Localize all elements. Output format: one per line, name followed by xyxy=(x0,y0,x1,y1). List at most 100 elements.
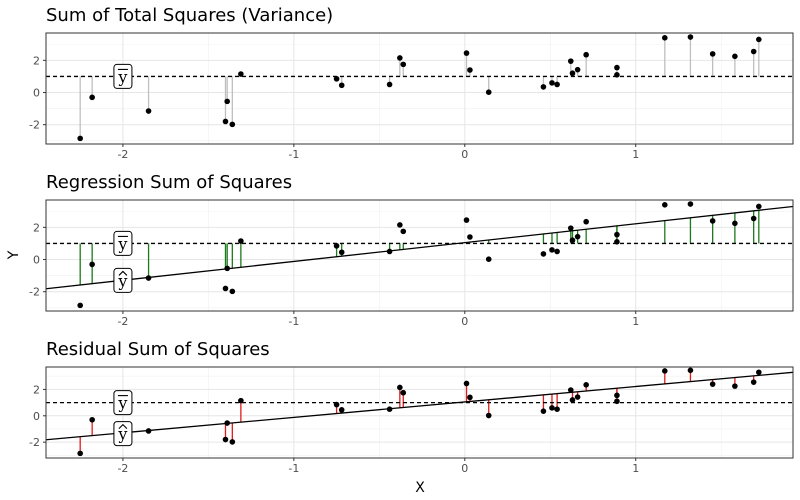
panel-title-total: Sum of Total Squares (Variance) xyxy=(46,5,333,26)
data-point xyxy=(687,367,694,374)
data-point xyxy=(400,389,407,396)
data-point xyxy=(222,285,229,292)
label-ybar: y xyxy=(113,390,133,416)
panel-residual-squares: Residual Sum of Squares yy -2 -1 0 1 -2 0 2 xyxy=(29,339,794,475)
x-tick-label: -1 xyxy=(288,315,299,328)
data-point xyxy=(238,397,244,404)
data-point xyxy=(574,233,581,240)
data-point xyxy=(554,406,560,413)
data-point xyxy=(222,118,229,125)
y-tick-label: 0 xyxy=(33,254,40,267)
data-point xyxy=(614,72,620,78)
data-point xyxy=(549,405,555,411)
label-yhat-text: y xyxy=(117,271,127,290)
panel-title-regression: Regression Sum of Squares xyxy=(46,172,292,193)
data-point xyxy=(614,392,620,399)
data-point xyxy=(549,247,555,253)
plot-background xyxy=(46,200,793,311)
data-point xyxy=(709,218,716,224)
data-point xyxy=(400,228,407,235)
data-point xyxy=(397,222,403,228)
data-point xyxy=(229,288,236,295)
data-point xyxy=(567,387,574,393)
data-point xyxy=(467,234,473,240)
data-point xyxy=(549,80,555,86)
data-point xyxy=(750,215,757,222)
data-point xyxy=(386,406,393,413)
data-point xyxy=(540,84,547,90)
panel-border xyxy=(45,199,794,312)
y-tick-label: -2 xyxy=(29,286,40,299)
data-point xyxy=(540,251,547,257)
data-point xyxy=(554,81,560,88)
data-point xyxy=(574,394,581,400)
data-point xyxy=(661,368,668,374)
plot-area xyxy=(46,34,793,142)
data-point xyxy=(583,382,589,388)
data-point xyxy=(145,275,152,281)
data-point xyxy=(687,34,694,40)
data-point xyxy=(222,436,229,443)
x-tick-label: 1 xyxy=(632,462,639,475)
data-point xyxy=(463,380,470,387)
data-point xyxy=(567,225,574,231)
label-yhat: y xyxy=(113,267,133,293)
y-axis-title: Y xyxy=(6,250,22,260)
data-point xyxy=(224,265,230,272)
data-point xyxy=(77,135,83,142)
data-point xyxy=(338,82,345,89)
label-yhat-text: y xyxy=(117,425,127,444)
data-point xyxy=(569,237,576,244)
data-point xyxy=(229,121,236,128)
data-point xyxy=(224,420,230,426)
panel-regression-squares: Regression Sum of Squares yy -2 -1 0 1 -2 0 2 xyxy=(29,172,794,328)
panel-title-residual: Residual Sum of Squares xyxy=(46,339,270,360)
data-point xyxy=(732,53,738,60)
data-point xyxy=(709,51,716,57)
plot-area xyxy=(46,201,793,309)
data-point xyxy=(756,203,762,210)
data-point xyxy=(756,369,762,376)
label-yhat: y xyxy=(113,421,133,447)
data-point xyxy=(467,394,473,401)
data-point xyxy=(77,302,83,309)
data-point xyxy=(89,94,95,101)
x-axis-title: X xyxy=(415,480,425,496)
data-point xyxy=(229,439,236,445)
data-point xyxy=(687,201,694,207)
data-point xyxy=(709,381,716,387)
y-tick-label: -2 xyxy=(29,119,40,132)
y-tick-label: 0 xyxy=(33,410,40,423)
data-point xyxy=(540,408,547,414)
data-point xyxy=(467,67,473,73)
label-ybar-text: y xyxy=(117,234,127,253)
data-point xyxy=(333,76,340,82)
label-ybar: y xyxy=(113,230,133,256)
data-point xyxy=(400,61,407,68)
data-point xyxy=(485,256,492,263)
data-point xyxy=(397,55,403,61)
data-point xyxy=(463,50,470,56)
x-tick-label: 0 xyxy=(461,462,468,475)
panel-border xyxy=(45,366,794,459)
regression-line xyxy=(46,205,793,290)
label-ybar-text: y xyxy=(117,67,127,86)
plot-background xyxy=(46,33,793,144)
data-point xyxy=(614,64,620,71)
data-point xyxy=(583,51,589,58)
data-point xyxy=(397,384,403,391)
x-tick-label: -2 xyxy=(117,315,128,328)
data-point xyxy=(554,248,560,255)
data-point xyxy=(145,428,152,434)
x-tick-label: -2 xyxy=(117,148,128,161)
data-point xyxy=(750,48,757,55)
data-point xyxy=(732,220,738,227)
y-tick-label: 2 xyxy=(33,383,40,396)
y-tick-label: 0 xyxy=(33,87,40,100)
data-point xyxy=(614,398,620,405)
data-point xyxy=(89,416,95,423)
data-point xyxy=(485,89,492,95)
data-point xyxy=(338,249,345,256)
data-point xyxy=(338,407,345,413)
